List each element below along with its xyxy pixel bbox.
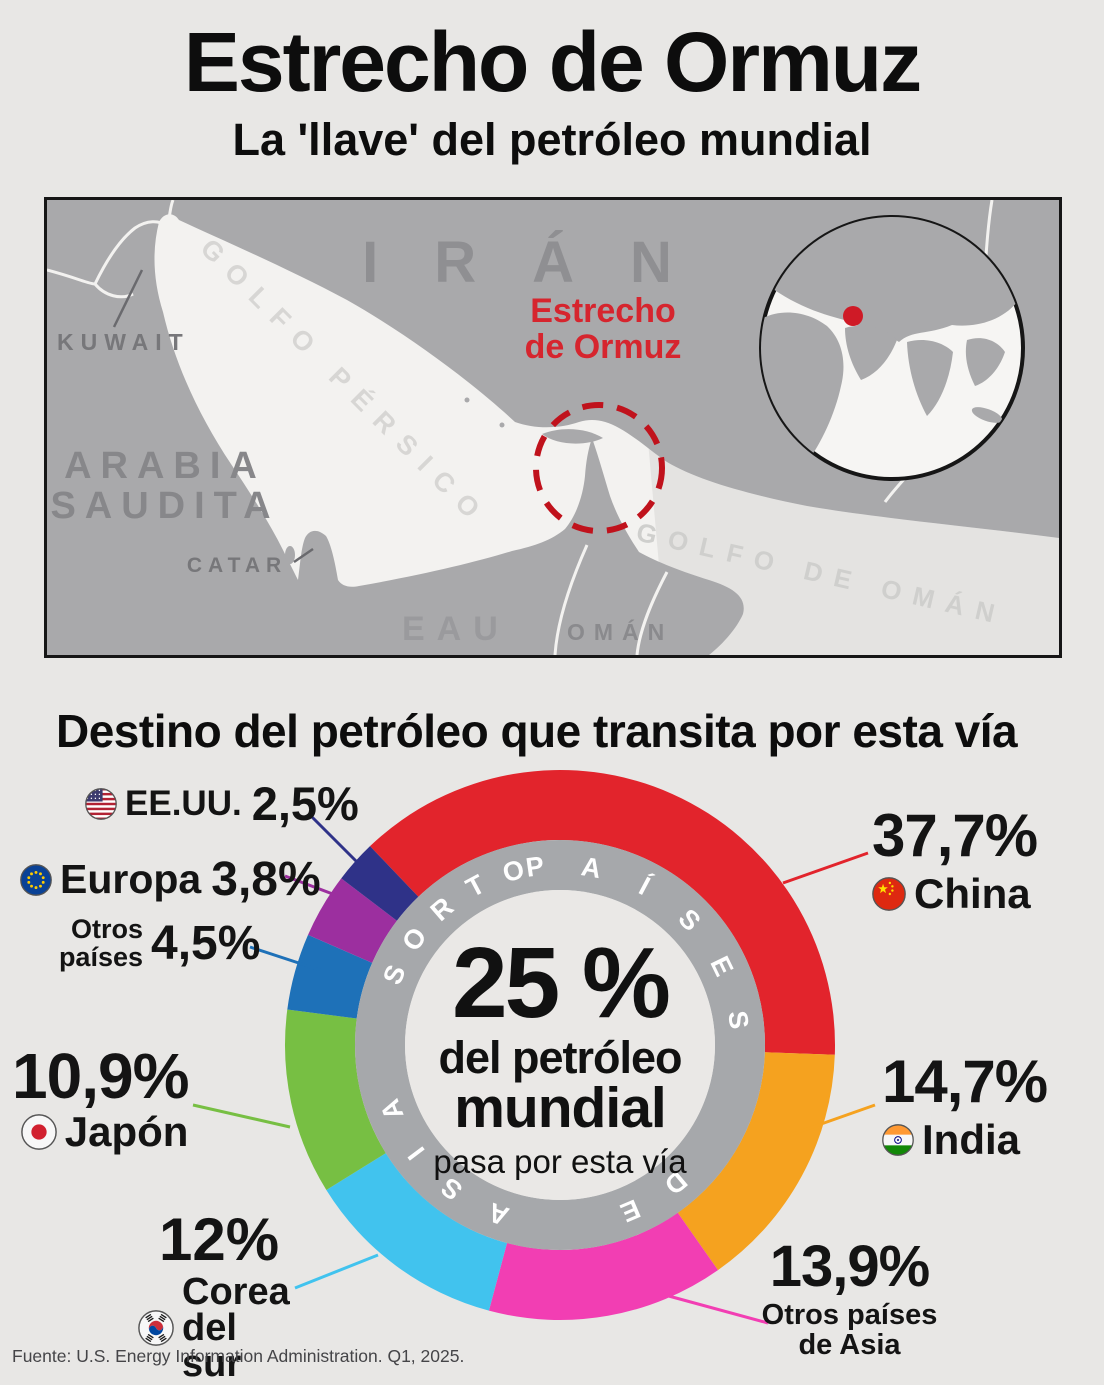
map-sea xyxy=(154,214,1059,655)
label-catar: CATAR xyxy=(187,554,287,577)
page-title: Estrecho de Ormuz xyxy=(183,15,922,109)
leader-line-india xyxy=(789,1103,876,1137)
section-title: Destino del petróleo que transita por es… xyxy=(56,705,1018,757)
strait-label-line2: de Ormuz xyxy=(525,328,682,366)
us-flag-icon xyxy=(85,787,117,820)
ring-letter: P xyxy=(524,851,546,883)
donut-slice-india xyxy=(677,1052,835,1271)
globe-strait-marker xyxy=(843,306,863,326)
globe-inset xyxy=(759,215,1025,481)
donut-label-japon: 10,9% Japón xyxy=(12,1040,189,1156)
percent-value: 10,9% xyxy=(12,1040,189,1112)
country-name: Corea del sur xyxy=(182,1271,290,1385)
small-island xyxy=(499,422,505,428)
label-oman: OMÁN xyxy=(567,618,673,645)
country-name: Japón xyxy=(64,1108,189,1155)
center-line1: del petróleo xyxy=(438,1032,682,1083)
leader-line-otros-pa-ses xyxy=(249,945,321,972)
ring-letter: S xyxy=(722,1009,754,1031)
donut-slice-ee-uu- xyxy=(341,846,419,921)
donut-slice-europa xyxy=(308,878,397,963)
donut-slice-otros-pa-ses xyxy=(287,934,373,1019)
page-subtitle: La 'llave' del petróleo mundial xyxy=(232,114,872,165)
donut-label-india: 14,7% India xyxy=(882,1048,1048,1164)
india-flag-icon xyxy=(882,1124,914,1156)
country-name: EE.UU. xyxy=(125,783,242,823)
donut-leader-lines xyxy=(192,813,876,1325)
label-kuwait: KUWAIT xyxy=(57,329,190,355)
center-headline: 25 % xyxy=(452,927,671,1039)
percent-value: 2,5% xyxy=(251,777,359,830)
eu-flag-icon xyxy=(20,863,52,896)
label-pointers xyxy=(112,269,314,564)
percent-value: 37,7% xyxy=(872,802,1038,869)
leader-line-china xyxy=(782,851,869,885)
hormuz-map: GOLFO PÉRSICO GOLFO DE OMÁN IRÁN KUWAIT … xyxy=(44,197,1062,658)
country-name: China xyxy=(914,870,1031,917)
china-flag-icon xyxy=(872,877,906,911)
donut-slice-china xyxy=(370,770,835,1055)
country-name: India xyxy=(922,1116,1021,1163)
strait-dashed-circle xyxy=(533,402,665,534)
south-korea-flag-icon xyxy=(138,1310,174,1346)
donut-label-otros-paises: Otros países 4,5% xyxy=(55,914,261,972)
donut-label-europa: Europa 3,8% xyxy=(20,852,321,907)
label-arabia-2: SAUDITA xyxy=(50,485,279,527)
percent-value: 4,5% xyxy=(151,917,261,971)
donut-center-text: 25 % del petróleo mundial pasa por esta … xyxy=(405,927,715,1181)
leader-line-ee-uu- xyxy=(308,813,358,863)
label-iran: IRÁN xyxy=(362,230,728,295)
donut-slice-otros-pa-ses-de-asia xyxy=(488,1212,718,1320)
label-arabia-1: ARABIA xyxy=(64,445,266,487)
donut-slices xyxy=(284,770,835,1320)
country-name: Otros países xyxy=(58,914,143,972)
center-line2: mundial xyxy=(454,1075,667,1140)
country-name: Europa xyxy=(60,856,202,902)
leader-line-jap-n xyxy=(192,1103,291,1129)
leader-line-otros-pa-ses-de-asia xyxy=(664,1293,769,1325)
leader-line-corea-del-sur xyxy=(294,1253,379,1290)
leader-line-europa xyxy=(284,874,339,898)
donut-inner-ring xyxy=(355,840,765,1250)
donut-label-corea: 12% Corea del sur xyxy=(138,1206,300,1385)
small-island xyxy=(464,397,470,403)
donut-slice-corea-del-sur xyxy=(326,1153,508,1311)
map-svg: GOLFO PÉRSICO GOLFO DE OMÁN IRÁN KUWAIT … xyxy=(47,200,1059,655)
percent-value: 12% xyxy=(158,1206,280,1273)
source-note: Fuente: U.S. Energy Information Administ… xyxy=(12,1346,465,1366)
donut-label-otros-asia: 13,9% Otros países de Asia xyxy=(752,1238,947,1361)
donut-slice-jap-n xyxy=(284,1009,386,1190)
center-line3: pasa por esta vía xyxy=(433,1143,687,1181)
qeshm-island xyxy=(542,429,603,444)
strait-label-line1: Estrecho xyxy=(530,292,676,330)
percent-value: 13,9% xyxy=(769,1234,930,1299)
donut-label-china: 37,7% China xyxy=(872,802,1038,918)
percent-value: 3,8% xyxy=(211,853,321,906)
donut-center-circle xyxy=(405,890,715,1200)
percent-value: 14,7% xyxy=(882,1048,1048,1115)
label-eau: EAU xyxy=(402,610,510,648)
donut-label-eeuu: EE.UU. 2,5% xyxy=(85,776,359,831)
bahrain-island xyxy=(285,546,295,564)
country-name: Otros países de Asia xyxy=(761,1299,938,1362)
japan-flag-icon xyxy=(20,1114,57,1150)
